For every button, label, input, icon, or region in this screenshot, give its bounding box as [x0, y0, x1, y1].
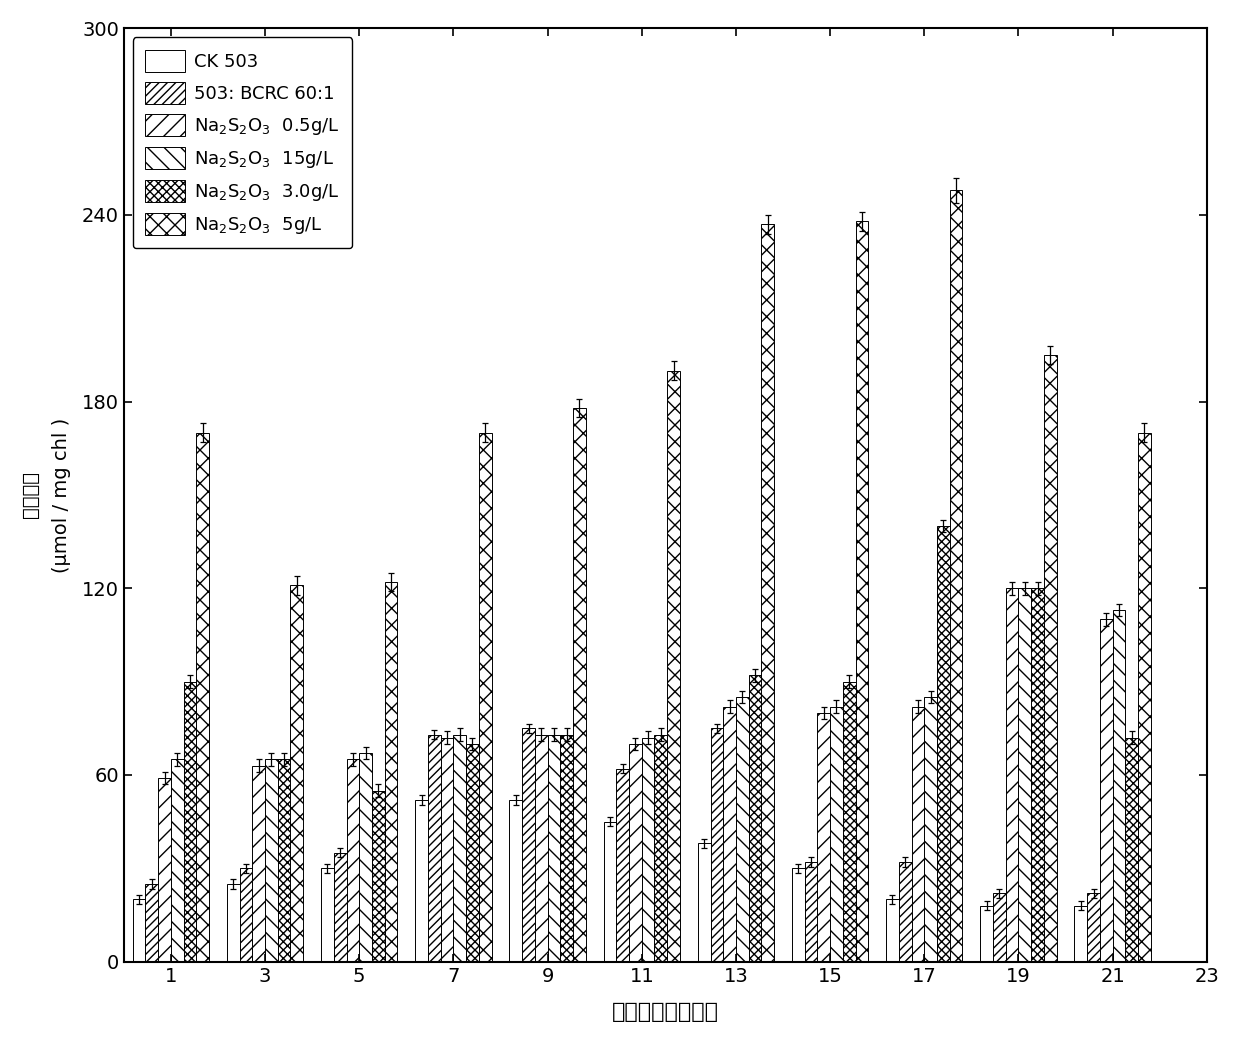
- Bar: [510, 800, 522, 962]
- Bar: [629, 744, 642, 962]
- Bar: [937, 526, 950, 962]
- Bar: [290, 585, 304, 962]
- Bar: [196, 433, 210, 962]
- Bar: [372, 791, 384, 962]
- Bar: [522, 728, 534, 962]
- Bar: [1006, 588, 1018, 962]
- Bar: [334, 853, 346, 962]
- Bar: [145, 883, 159, 962]
- Bar: [184, 682, 196, 962]
- Bar: [534, 734, 548, 962]
- Bar: [384, 582, 397, 962]
- Bar: [604, 822, 616, 962]
- Bar: [761, 224, 774, 962]
- Bar: [887, 899, 899, 962]
- Bar: [655, 734, 667, 962]
- Bar: [321, 869, 334, 962]
- Bar: [1075, 905, 1087, 962]
- Bar: [642, 737, 655, 962]
- Bar: [1126, 737, 1138, 962]
- Bar: [950, 190, 962, 962]
- Bar: [1100, 620, 1112, 962]
- Bar: [1112, 610, 1126, 962]
- Bar: [899, 863, 911, 962]
- Bar: [911, 706, 924, 962]
- Bar: [133, 899, 145, 962]
- Bar: [817, 712, 830, 962]
- Bar: [159, 778, 171, 962]
- Bar: [428, 734, 440, 962]
- Bar: [1032, 588, 1044, 962]
- Bar: [1138, 433, 1151, 962]
- Bar: [454, 734, 466, 962]
- Bar: [792, 869, 805, 962]
- Bar: [924, 697, 937, 962]
- Bar: [548, 734, 560, 962]
- Bar: [171, 759, 184, 962]
- Bar: [253, 766, 265, 962]
- Bar: [440, 737, 454, 962]
- X-axis label: 共培养时间（天）: 共培养时间（天）: [611, 1002, 719, 1022]
- Bar: [723, 706, 735, 962]
- Bar: [698, 844, 711, 962]
- Bar: [667, 370, 680, 962]
- Bar: [479, 433, 491, 962]
- Bar: [278, 759, 290, 962]
- Bar: [265, 759, 278, 962]
- Bar: [735, 697, 749, 962]
- Legend: CK 503, 503: BCRC 60:1, Na$_2$S$_2$O$_3$  0.5g/L, Na$_2$S$_2$O$_3$  15g/L, Na$_2: CK 503, 503: BCRC 60:1, Na$_2$S$_2$O$_3$…: [133, 38, 352, 248]
- Bar: [1087, 893, 1100, 962]
- Bar: [466, 744, 479, 962]
- Bar: [227, 883, 239, 962]
- Bar: [573, 408, 585, 962]
- Bar: [560, 734, 573, 962]
- Bar: [1044, 355, 1056, 962]
- Bar: [993, 893, 1006, 962]
- Bar: [346, 759, 360, 962]
- Y-axis label: 氢气含量
(μmol / mg chl ): 氢气含量 (μmol / mg chl ): [21, 417, 71, 573]
- Bar: [415, 800, 428, 962]
- Bar: [749, 676, 761, 962]
- Bar: [830, 706, 843, 962]
- Bar: [981, 905, 993, 962]
- Bar: [239, 869, 253, 962]
- Bar: [616, 769, 629, 962]
- Bar: [856, 221, 868, 962]
- Bar: [843, 682, 856, 962]
- Bar: [360, 753, 372, 962]
- Bar: [1018, 588, 1032, 962]
- Bar: [805, 863, 817, 962]
- Bar: [711, 728, 723, 962]
